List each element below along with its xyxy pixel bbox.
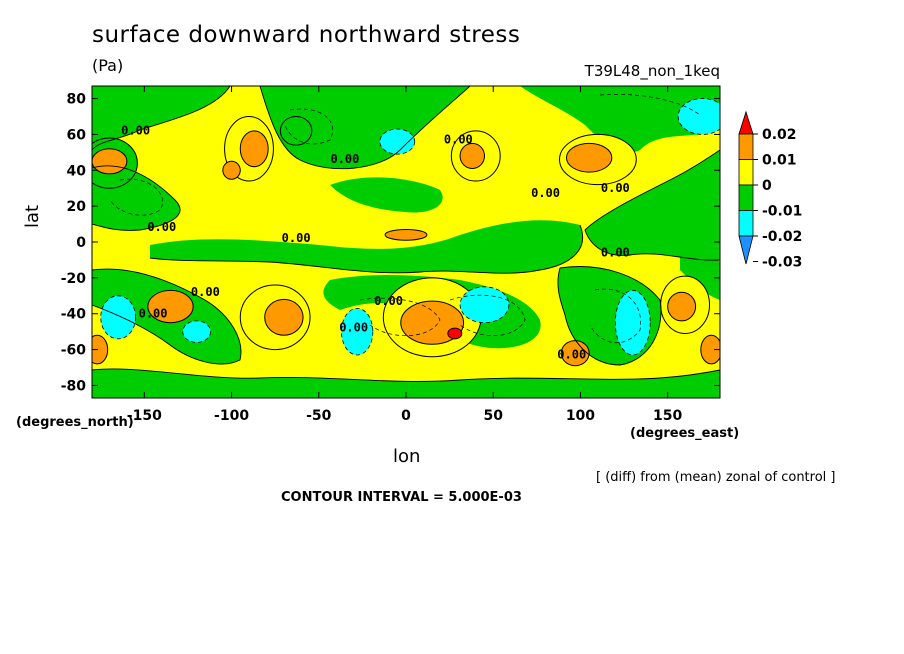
experiment-label: T39L48_non_1keq xyxy=(584,62,720,80)
y-tick-label: 80 xyxy=(67,92,87,108)
contour-blob-pos1 xyxy=(92,148,128,175)
contour-label: 0.00 xyxy=(282,231,311,245)
x-axis-ticks: -150 -100 -50 0 50 100 150 xyxy=(127,86,683,424)
chart-title: surface downward northward stress xyxy=(92,22,521,48)
plot-area xyxy=(92,86,720,398)
contour-blob-pos1 xyxy=(384,228,428,241)
x-axis-title: lon xyxy=(393,446,421,467)
contour-label: 0.00 xyxy=(374,294,403,308)
green-band-northeast xyxy=(520,86,720,153)
y-tick-label: -40 xyxy=(61,307,87,323)
contour-blob-pos1 xyxy=(667,291,697,322)
y-axis-ticks: 80 60 40 20 0 -20 -40 -60 -80 xyxy=(61,92,720,394)
contour-label: 0.00 xyxy=(339,321,368,335)
y-tick-label: 60 xyxy=(67,127,87,143)
contour-label: 0.00 xyxy=(121,123,150,137)
x-tick-label: -150 xyxy=(127,408,162,424)
colorbar-segment xyxy=(738,159,754,186)
contour-label: 0.00 xyxy=(531,186,560,200)
green-band-center-north xyxy=(260,86,470,169)
units-label: (Pa) xyxy=(92,56,124,75)
contour-blob-neg1 xyxy=(279,115,313,146)
contour-blob-pos2 xyxy=(447,327,463,340)
contour-blob-pos1 xyxy=(239,130,269,168)
green-band-north xyxy=(92,86,230,150)
colorbar-label: 0.02 xyxy=(762,127,797,143)
contour-label: 0.00 xyxy=(330,152,359,166)
colorbar-label: 0 xyxy=(762,178,772,194)
green-band-southern-ocean xyxy=(92,368,720,398)
y-tick-label: -80 xyxy=(61,378,87,394)
contour-blob-neg2 xyxy=(100,295,137,340)
colorbar-segment xyxy=(738,133,754,160)
y-tick-label: 40 xyxy=(67,163,87,179)
colorbar-min-triangle xyxy=(738,235,754,265)
contour-blob-neg2 xyxy=(614,290,651,356)
contour-blob-pos1 xyxy=(264,298,304,336)
dashed-contours xyxy=(109,94,701,344)
contour-blob-neg2 xyxy=(379,128,416,155)
contour-blob-neg2 xyxy=(182,320,212,343)
colorbar-label: -0.02 xyxy=(762,229,802,245)
contour-label: 0.00 xyxy=(139,306,168,320)
contour-blob-neg2 xyxy=(459,286,510,324)
contour-label: 0.00 xyxy=(601,245,630,259)
contour-labels: 0.00 0.00 0.00 0.00 0.00 0.00 0.00 0.00 0.00 0.00… xyxy=(121,123,630,361)
contour-blob-pos1 xyxy=(565,142,613,173)
colorbar: 0.02 0.01 0 -0.01 -0.02 -0.03 xyxy=(738,110,802,271)
contour-blob-pos1 xyxy=(147,289,194,324)
contour-lines xyxy=(92,86,720,382)
contour-label: 0.00 xyxy=(601,181,630,195)
colorbar-segment xyxy=(738,210,754,237)
contour-label: 0.00 xyxy=(147,220,176,234)
diff-note: [ (diff) from (mean) zonal of control ] xyxy=(596,470,836,485)
contour-blob-pos1 xyxy=(92,334,109,365)
contour-interval-label: CONTOUR INTERVAL = 5.000E-03 xyxy=(281,490,522,505)
contour-blob-neg2 xyxy=(677,98,720,135)
y-tick-label: -20 xyxy=(61,271,87,287)
green-band-equator xyxy=(150,220,583,274)
x-tick-label: -100 xyxy=(214,408,249,424)
contour-label: 0.00 xyxy=(557,348,586,362)
colorbar-segment xyxy=(738,184,754,211)
green-band-middle-north xyxy=(330,177,443,213)
x-axis-units: (degrees_east) xyxy=(630,426,740,441)
colorbar-label: -0.03 xyxy=(762,255,802,271)
colorbar-label: -0.01 xyxy=(762,204,802,220)
contour-blob-neg2 xyxy=(341,307,374,356)
y-tick-label: 20 xyxy=(67,199,87,215)
y-tick-label: 0 xyxy=(76,235,86,251)
x-tick-label: -50 xyxy=(306,408,332,424)
y-axis-units: (degrees_north) xyxy=(16,415,134,430)
y-tick-label: -60 xyxy=(61,343,87,359)
x-tick-label: 150 xyxy=(653,408,682,424)
contour-blobs xyxy=(92,98,720,367)
x-tick-label: 0 xyxy=(401,408,411,424)
colorbar-max-triangle xyxy=(738,110,754,135)
colorbar-label: 0.01 xyxy=(762,153,797,169)
contour-blob-pos1 xyxy=(700,334,720,365)
contour-blob-pos1 xyxy=(459,142,485,169)
contour-label: 0.00 xyxy=(444,132,473,146)
contour-blob-pos1 xyxy=(222,160,241,180)
x-tick-label: 50 xyxy=(483,408,503,424)
green-band-far-east-south xyxy=(680,253,720,300)
contour-label: 0.00 xyxy=(191,285,220,299)
green-band-east xyxy=(585,150,720,261)
x-tick-label: 100 xyxy=(566,408,595,424)
